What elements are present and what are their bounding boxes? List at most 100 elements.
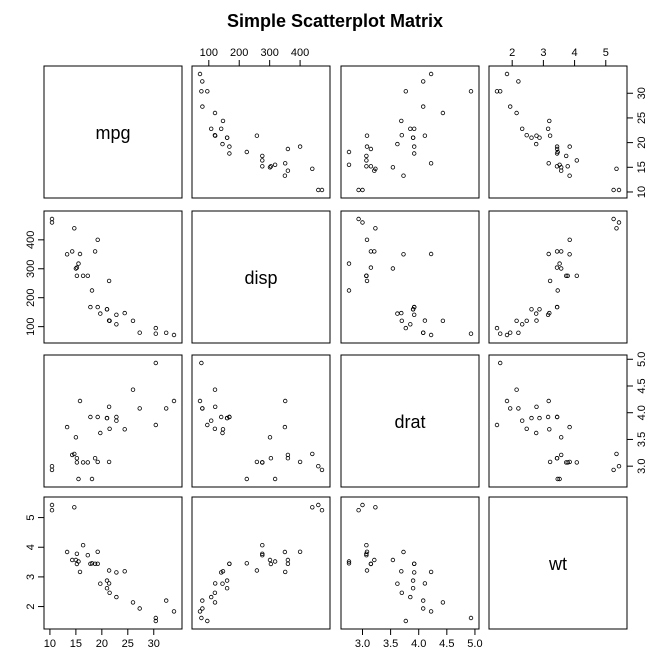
- point-disp-vs-wt: [567, 252, 572, 257]
- point-mpg-vs-wt: [567, 144, 572, 149]
- point-disp-vs-mpg: [88, 304, 93, 310]
- point-mpg-vs-wt: [554, 151, 560, 156]
- point-wt-vs-drat: [410, 578, 416, 583]
- point-disp-vs-drat: [412, 312, 417, 317]
- point-disp-vs-mpg: [153, 325, 158, 331]
- point-wt-vs-disp: [254, 568, 260, 573]
- point-mpg-vs-drat: [412, 126, 417, 131]
- point-disp-vs-wt: [537, 307, 542, 312]
- point-disp-vs-mpg: [74, 273, 80, 278]
- point-disp-vs-wt: [494, 325, 500, 331]
- point-disp-vs-drat: [408, 322, 413, 327]
- point-mpg-vs-disp: [268, 164, 274, 169]
- point-disp-vs-wt: [565, 273, 570, 278]
- point-disp-vs-wt: [498, 331, 503, 336]
- point-disp-vs-wt: [520, 322, 525, 327]
- point-drat-vs-mpg: [72, 451, 77, 457]
- tick-label-left-disp: 400: [25, 231, 37, 249]
- point-drat-vs-disp: [310, 451, 315, 457]
- point-mpg-vs-disp: [316, 187, 321, 193]
- point-mpg-vs-wt: [547, 118, 552, 124]
- point-disp-vs-drat: [364, 237, 370, 242]
- point-disp-vs-mpg: [106, 318, 112, 323]
- tick-label-left-wt: 5: [25, 515, 37, 521]
- panel-drat-vs-drat: [340, 354, 480, 488]
- point-disp-vs-mpg: [98, 311, 103, 316]
- point-drat-vs-mpg: [80, 460, 86, 465]
- point-drat-vs-disp: [199, 360, 204, 366]
- point-wt-vs-disp: [267, 557, 273, 563]
- point-wt-vs-drat: [412, 570, 417, 575]
- point-drat-vs-disp: [272, 476, 278, 482]
- point-wt-vs-drat: [440, 600, 446, 605]
- point-drat-vs-mpg: [163, 406, 169, 411]
- tick-label-bottom-drat: 4.5: [439, 638, 454, 650]
- point-mpg-vs-drat: [368, 146, 374, 152]
- point-disp-vs-wt: [516, 330, 521, 335]
- point-mpg-vs-disp: [310, 166, 315, 171]
- point-mpg-vs-disp: [282, 173, 288, 178]
- point-drat-vs-disp: [197, 398, 203, 404]
- point-drat-vs-wt: [567, 424, 572, 430]
- point-mpg-vs-wt: [559, 165, 564, 170]
- point-wt-vs-drat: [428, 569, 434, 575]
- point-wt-vs-disp: [224, 586, 230, 591]
- tick-label-bottom-drat: 3.5: [383, 638, 398, 650]
- point-drat-vs-wt: [557, 476, 562, 482]
- point-mpg-vs-drat: [428, 71, 434, 77]
- panel-disp-vs-drat: [340, 210, 480, 344]
- point-wt-vs-disp: [227, 561, 232, 566]
- point-disp-vs-wt: [564, 273, 569, 278]
- point-wt-vs-drat: [356, 508, 361, 513]
- panel-drat-vs-wt: [488, 354, 628, 488]
- point-drat-vs-wt: [616, 464, 622, 469]
- variable-label-disp: disp: [244, 268, 277, 288]
- point-wt-vs-disp: [208, 594, 214, 600]
- point-drat-vs-mpg: [107, 426, 112, 431]
- point-drat-vs-disp: [283, 398, 288, 404]
- point-drat-vs-wt: [554, 456, 560, 461]
- panel-mpg-vs-wt: [488, 65, 628, 199]
- point-mpg-vs-disp: [197, 71, 203, 77]
- tick-label-left-wt: 4: [25, 544, 37, 550]
- point-mpg-vs-disp: [227, 151, 232, 156]
- point-disp-vs-mpg: [114, 312, 119, 317]
- point-disp-vs-drat: [412, 304, 417, 310]
- point-disp-vs-mpg: [153, 331, 158, 336]
- point-drat-vs-wt: [565, 460, 570, 465]
- point-mpg-vs-disp: [260, 164, 265, 169]
- point-drat-vs-wt: [516, 406, 521, 411]
- point-mpg-vs-wt: [567, 173, 572, 178]
- point-mpg-vs-drat: [412, 151, 417, 156]
- point-mpg-vs-disp: [224, 135, 230, 140]
- point-mpg-vs-drat: [401, 173, 406, 178]
- point-mpg-vs-drat: [364, 164, 369, 169]
- point-wt-vs-drat: [412, 561, 417, 566]
- point-drat-vs-disp: [254, 459, 260, 465]
- point-mpg-vs-wt: [574, 158, 579, 163]
- point-disp-vs-drat: [356, 216, 361, 222]
- point-disp-vs-mpg: [171, 332, 177, 338]
- point-wt-vs-disp: [310, 505, 315, 510]
- point-wt-vs-disp: [283, 569, 288, 575]
- point-drat-vs-mpg: [95, 459, 100, 465]
- point-mpg-vs-drat: [440, 110, 446, 116]
- tick-label-bottom-drat: 5.0: [467, 638, 482, 650]
- point-wt-vs-drat: [401, 549, 406, 555]
- panel-disp-vs-disp: [191, 210, 331, 344]
- point-wt-vs-mpg: [49, 502, 55, 508]
- point-drat-vs-disp: [212, 387, 218, 392]
- point-mpg-vs-drat: [421, 79, 426, 84]
- point-disp-vs-drat: [346, 261, 352, 266]
- tick-label-bottom-mpg: 20: [96, 638, 108, 650]
- tick-label-right-mpg: 25: [636, 112, 648, 124]
- point-drat-vs-wt: [567, 459, 572, 465]
- point-drat-vs-wt: [514, 387, 519, 392]
- point-mpg-vs-disp: [285, 146, 291, 152]
- panel-mpg-vs-mpg: [43, 65, 183, 199]
- point-mpg-vs-wt: [545, 126, 551, 131]
- point-drat-vs-wt: [494, 422, 500, 428]
- point-drat-vs-disp: [282, 424, 288, 430]
- tick-label-left-wt: 3: [25, 574, 37, 580]
- point-drat-vs-disp: [200, 406, 205, 411]
